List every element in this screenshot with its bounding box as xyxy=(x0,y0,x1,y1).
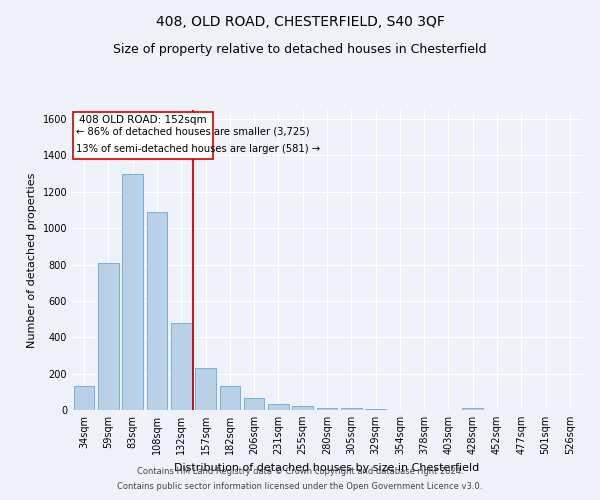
Bar xyxy=(244,398,265,410)
Y-axis label: Number of detached properties: Number of detached properties xyxy=(27,172,37,348)
Text: 13% of semi-detached houses are larger (581) →: 13% of semi-detached houses are larger (… xyxy=(76,144,320,154)
Text: 408 OLD ROAD: 152sqm: 408 OLD ROAD: 152sqm xyxy=(79,116,207,126)
Text: ← 86% of detached houses are smaller (3,725): ← 86% of detached houses are smaller (3,… xyxy=(76,127,309,137)
Bar xyxy=(365,409,386,410)
Bar xyxy=(122,174,143,410)
Bar xyxy=(195,368,216,410)
Text: Contains HM Land Registry data © Crown copyright and database right 2024.: Contains HM Land Registry data © Crown c… xyxy=(137,467,463,476)
Bar xyxy=(74,386,94,410)
Text: Contains public sector information licensed under the Open Government Licence v3: Contains public sector information licen… xyxy=(118,482,482,491)
FancyBboxPatch shape xyxy=(73,112,213,159)
Bar xyxy=(292,406,313,410)
Text: 408, OLD ROAD, CHESTERFIELD, S40 3QF: 408, OLD ROAD, CHESTERFIELD, S40 3QF xyxy=(155,15,445,29)
Bar xyxy=(98,262,119,410)
Text: Size of property relative to detached houses in Chesterfield: Size of property relative to detached ho… xyxy=(113,42,487,56)
Bar xyxy=(341,408,362,410)
Bar xyxy=(317,408,337,410)
Bar xyxy=(463,408,483,410)
Bar xyxy=(268,404,289,410)
X-axis label: Distribution of detached houses by size in Chesterfield: Distribution of detached houses by size … xyxy=(175,462,479,472)
Bar xyxy=(171,322,191,410)
Bar xyxy=(146,212,167,410)
Bar xyxy=(220,386,240,410)
